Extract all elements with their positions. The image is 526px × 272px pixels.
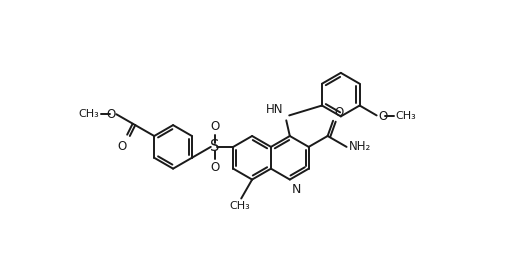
Text: O: O [379,110,388,123]
Text: O: O [118,140,127,153]
Text: CH₃: CH₃ [396,112,417,121]
Text: O: O [210,161,219,174]
Text: N: N [292,183,301,196]
Text: NH₂: NH₂ [349,140,371,153]
Text: CH₃: CH₃ [78,109,99,119]
Text: O: O [106,108,115,121]
Text: O: O [210,120,219,133]
Text: CH₃: CH₃ [230,202,250,211]
Text: HN: HN [266,103,284,116]
Text: O: O [334,106,343,119]
Text: S: S [210,139,219,154]
